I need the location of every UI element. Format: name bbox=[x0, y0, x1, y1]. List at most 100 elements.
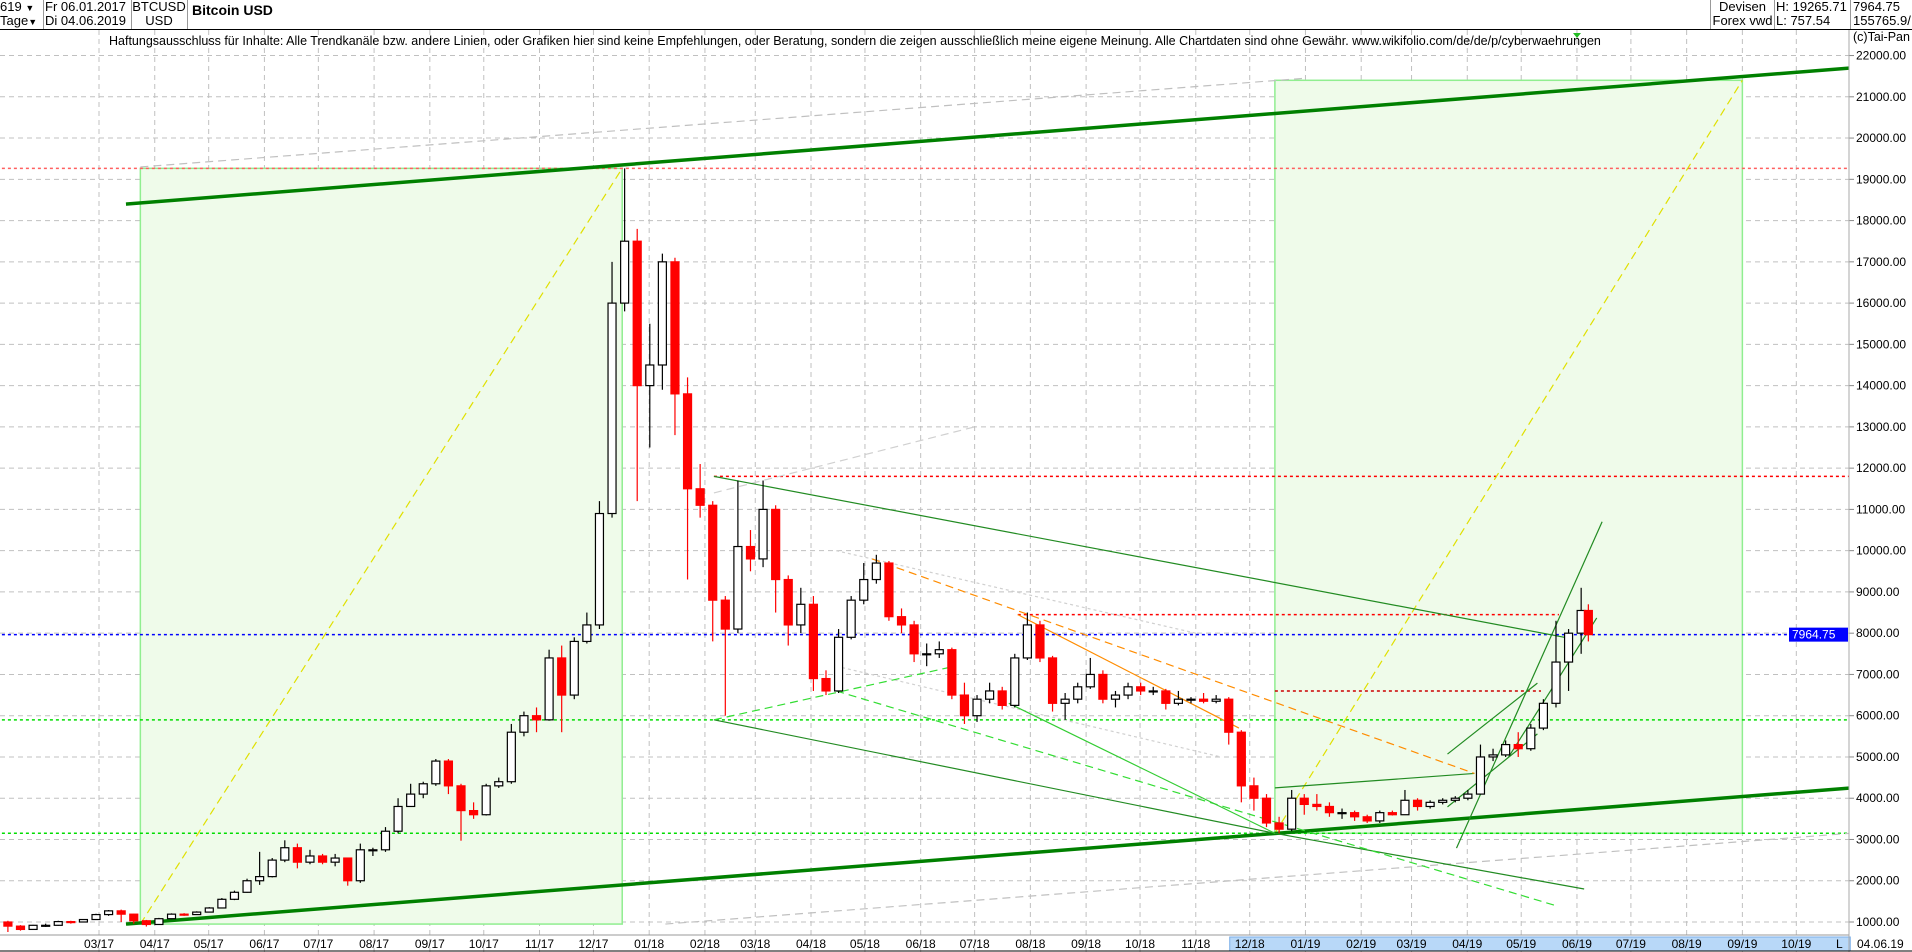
candle-up bbox=[645, 323, 655, 448]
symbol: BTCUSD bbox=[132, 0, 186, 14]
candle-up bbox=[78, 918, 89, 923]
candle-down bbox=[292, 843, 302, 869]
candle-body bbox=[783, 578, 793, 626]
candle-body bbox=[456, 785, 466, 812]
candle-body bbox=[292, 847, 302, 863]
y-tick-label: 11000.00 bbox=[1856, 502, 1905, 516]
chart-header: 619 ▼ Tage▼ Fr 06.01.2017 Di 04.06.2019 … bbox=[0, 0, 1912, 30]
candle-body bbox=[1412, 799, 1423, 808]
bars-period-selector[interactable]: 619 ▼ Tage▼ bbox=[0, 0, 44, 29]
candle-body bbox=[317, 855, 328, 863]
candle-down bbox=[1324, 802, 1335, 817]
trend-line bbox=[836, 550, 1196, 634]
candle-body bbox=[1224, 698, 1234, 733]
trend-line bbox=[1017, 614, 1240, 729]
candle-down bbox=[1350, 810, 1360, 821]
candle-up bbox=[330, 853, 340, 867]
candle-body bbox=[1513, 743, 1523, 750]
x-tick-label: 11/17 bbox=[525, 937, 554, 951]
candle-up bbox=[1526, 723, 1536, 751]
candle-body bbox=[808, 603, 819, 680]
period-select[interactable]: Tage bbox=[0, 13, 29, 28]
candle-down bbox=[141, 919, 151, 927]
candle-body bbox=[1110, 694, 1121, 700]
candle-down bbox=[745, 530, 756, 572]
x-tick-label: 12/18 bbox=[1235, 937, 1265, 951]
date-range[interactable]: Fr 06.01.2017 Di 04.06.2019 bbox=[44, 0, 132, 29]
candle-down bbox=[1224, 697, 1234, 745]
trend-channel-line bbox=[125, 786, 1849, 926]
candle-body bbox=[1161, 690, 1171, 704]
y-tick-label: 14000.00 bbox=[1856, 379, 1906, 393]
candle-body bbox=[985, 690, 995, 700]
candle-body bbox=[267, 859, 277, 878]
candle-up bbox=[657, 253, 667, 390]
candle-down bbox=[884, 560, 894, 621]
y-tick-label: 4000.00 bbox=[1856, 791, 1900, 805]
candle-up bbox=[1073, 682, 1083, 704]
x-tick-label: 06/17 bbox=[249, 937, 279, 951]
x-tick-label: 05/17 bbox=[194, 937, 224, 951]
candle-down bbox=[1412, 798, 1423, 811]
y-tick-label: 19000.00 bbox=[1856, 172, 1906, 186]
candle-up bbox=[1337, 808, 1347, 819]
candle-up bbox=[1211, 695, 1221, 704]
candle-body bbox=[1098, 673, 1108, 700]
y-tick-label: 15000.00 bbox=[1856, 337, 1906, 351]
last-cell: 7964.75 155765.9/ bbox=[1850, 0, 1912, 29]
candle-up bbox=[1085, 657, 1095, 689]
candle-body bbox=[380, 830, 391, 851]
x-tick-label: 01/19 bbox=[1290, 937, 1320, 951]
candle-down bbox=[531, 707, 542, 733]
candle-up bbox=[53, 920, 63, 926]
chevron-down-icon[interactable]: ▼ bbox=[25, 3, 35, 13]
chevron-down-icon[interactable]: ▼ bbox=[28, 17, 38, 27]
trend-line bbox=[140, 77, 1306, 168]
volume-value: 155765.9/ bbox=[1853, 13, 1911, 28]
candle-body bbox=[1350, 812, 1360, 818]
candle-up bbox=[204, 907, 214, 913]
candle-body bbox=[1073, 686, 1083, 700]
x-tick-label: 07/17 bbox=[303, 937, 333, 951]
candle-up bbox=[1475, 744, 1486, 795]
disclaimer-text: Haftungsausschluss für Inhalte: Alle Tre… bbox=[109, 34, 1601, 48]
date-from[interactable]: Fr 06.01.2017 bbox=[45, 0, 126, 14]
candle-down bbox=[1035, 620, 1045, 663]
candle-body bbox=[1438, 799, 1448, 803]
x-tick-label: 09/18 bbox=[1071, 937, 1101, 951]
bars-count[interactable]: 619 bbox=[0, 0, 22, 14]
candle-down bbox=[1513, 732, 1523, 757]
y-tick-label: 8000.00 bbox=[1856, 626, 1900, 640]
candle-down bbox=[1236, 730, 1246, 803]
candle-down bbox=[343, 857, 353, 886]
candle-up bbox=[1488, 748, 1498, 762]
y-tick-label: 7000.00 bbox=[1856, 667, 1900, 681]
candle-body bbox=[141, 920, 151, 926]
candle-body bbox=[41, 924, 51, 927]
candle-body bbox=[66, 920, 76, 924]
candle-up bbox=[380, 827, 391, 852]
candle-body bbox=[129, 913, 139, 922]
candle-up bbox=[972, 695, 982, 722]
x-tick-label: 05/18 bbox=[850, 937, 880, 951]
candle-body bbox=[229, 891, 240, 900]
candle-body bbox=[1425, 801, 1435, 808]
candle-body bbox=[569, 640, 579, 696]
trend-channel-line bbox=[125, 66, 1849, 206]
candle-body bbox=[620, 240, 630, 304]
candle-body bbox=[1337, 812, 1347, 815]
candle-up bbox=[1022, 612, 1032, 660]
candle-body bbox=[859, 578, 869, 601]
date-to[interactable]: Di 04.06.2019 bbox=[45, 13, 126, 28]
candle-body bbox=[871, 562, 881, 581]
candle-body bbox=[255, 876, 265, 882]
candle-body bbox=[305, 855, 315, 863]
x-tick-label: 03/18 bbox=[740, 937, 770, 951]
candle-up bbox=[594, 501, 605, 630]
candle-down bbox=[909, 620, 919, 663]
candle-body bbox=[3, 921, 13, 927]
candle-up bbox=[481, 783, 491, 816]
x-tick-label: 03/17 bbox=[84, 937, 114, 951]
trend-line bbox=[139, 168, 623, 925]
trend-line bbox=[871, 558, 1475, 775]
